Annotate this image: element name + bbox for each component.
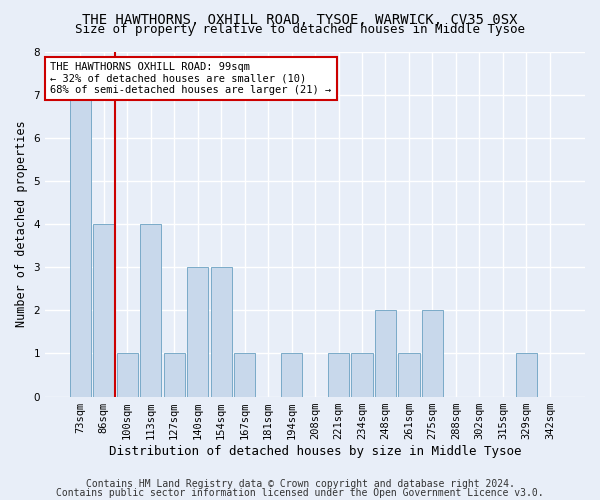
Bar: [516, 354, 537, 397]
X-axis label: Distribution of detached houses by size in Middle Tysoe: Distribution of detached houses by size …: [109, 444, 521, 458]
Bar: [140, 224, 161, 396]
Bar: [281, 354, 302, 397]
Bar: [164, 354, 185, 397]
Bar: [328, 354, 349, 397]
Bar: [375, 310, 396, 396]
Bar: [187, 267, 208, 396]
Bar: [70, 94, 91, 397]
Text: Size of property relative to detached houses in Middle Tysoe: Size of property relative to detached ho…: [75, 22, 525, 36]
Text: Contains public sector information licensed under the Open Government Licence v3: Contains public sector information licen…: [56, 488, 544, 498]
Y-axis label: Number of detached properties: Number of detached properties: [15, 120, 28, 328]
Text: Contains HM Land Registry data © Crown copyright and database right 2024.: Contains HM Land Registry data © Crown c…: [86, 479, 514, 489]
Text: THE HAWTHORNS, OXHILL ROAD, TYSOE, WARWICK, CV35 0SX: THE HAWTHORNS, OXHILL ROAD, TYSOE, WARWI…: [82, 12, 518, 26]
Text: THE HAWTHORNS OXHILL ROAD: 99sqm
← 32% of detached houses are smaller (10)
68% o: THE HAWTHORNS OXHILL ROAD: 99sqm ← 32% o…: [50, 62, 332, 95]
Bar: [116, 354, 137, 397]
Bar: [234, 354, 255, 397]
Bar: [422, 310, 443, 396]
Bar: [398, 354, 419, 397]
Bar: [211, 267, 232, 396]
Bar: [352, 354, 373, 397]
Bar: [93, 224, 114, 396]
